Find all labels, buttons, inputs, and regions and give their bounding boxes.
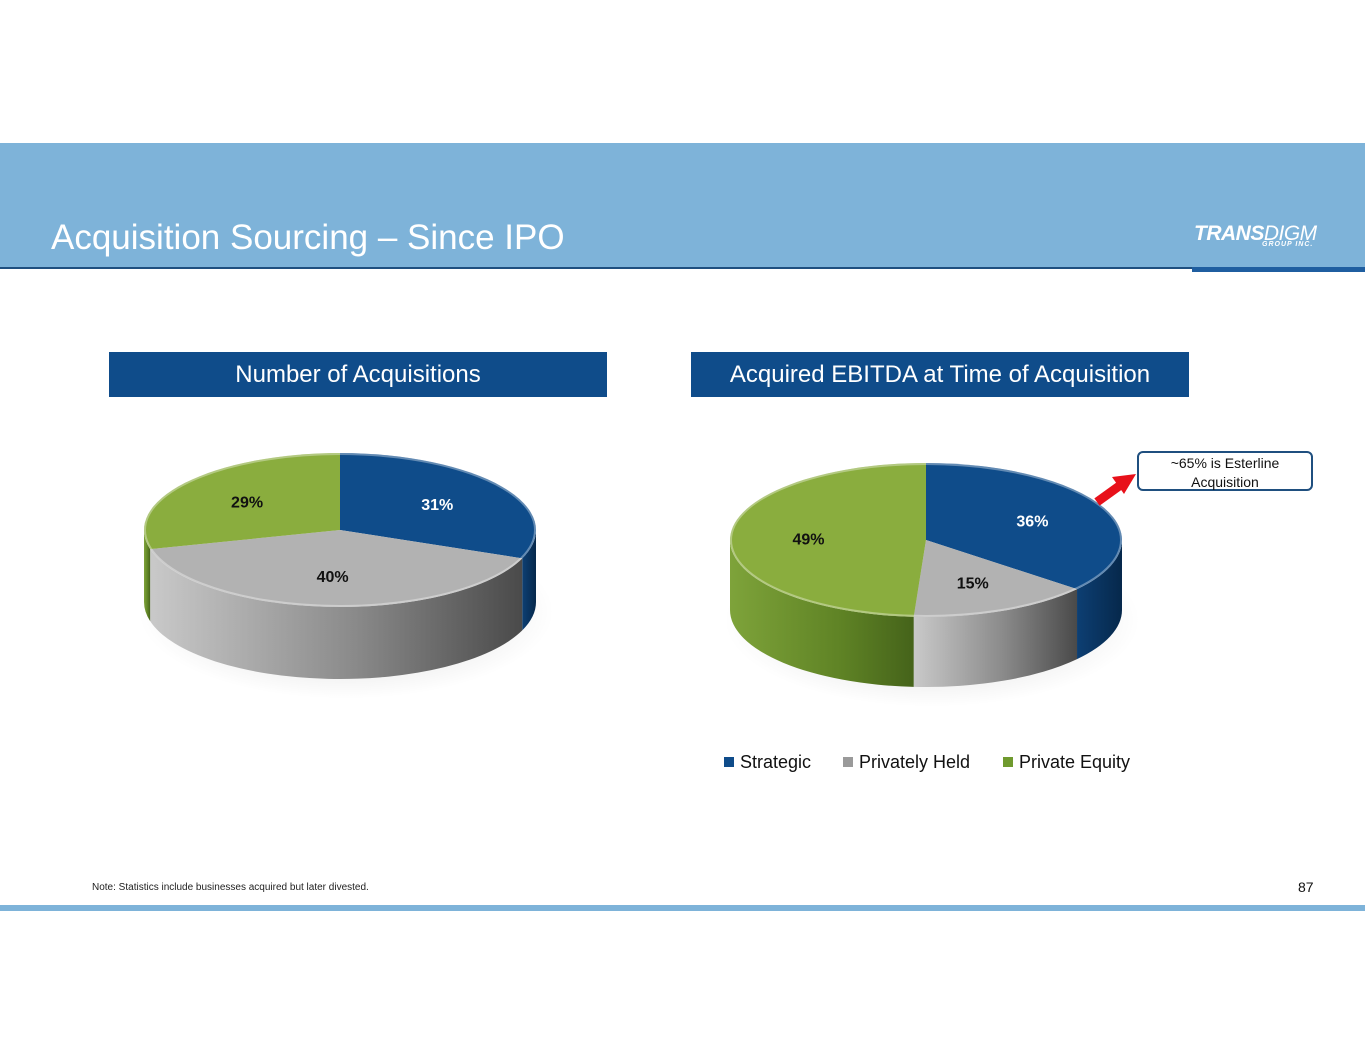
legend-label-strategic: Strategic [740,752,812,772]
logo-text-bold: TRANS [1194,222,1264,245]
legend-swatch-privately-held [843,757,853,767]
callout-line-1: ~65% is Esterline [1170,455,1280,471]
ebitda-pie-label-strategic: 36% [1016,513,1048,530]
ebitda-pie-label-privately-held: 15% [957,575,989,592]
acquisitions-pie-label-strategic: 31% [421,497,453,514]
legend-swatch-strategic [724,757,734,767]
ebitda-pie-side-privately-held [913,589,1078,687]
page-title: Acquisition Sourcing – Since IPO [51,218,565,257]
legend-label-privately-held: Privately Held [859,752,971,772]
ebitda-pie-label-private-equity: 49% [792,532,824,549]
legend-label-private-equity: Private Equity [1019,752,1131,772]
pie-chart-number-of-acquisitions: 31% 40% 29% [138,453,554,699]
acquisitions-pie-rim [144,453,536,607]
page-number: 87 [1298,879,1314,895]
footnote: Note: Statistics include businesses acqu… [92,882,369,893]
transdigm-logo: TRANSDIGM GROUP INC. [1192,222,1322,252]
legend-swatch-private-equity [1003,757,1013,767]
ebitda-pie-slice-strategic [926,463,1123,590]
acquisitions-pie-side-strategic [522,530,536,631]
acquisitions-pie-slice-strategic [340,453,537,559]
acquisitions-pie-slice-private-equity [144,453,340,550]
header-rule [0,267,1365,269]
chart-title-number-of-acquisitions: Number of Acquisitions [109,352,607,397]
header-band [0,143,1365,268]
pie-chart-acquired-ebitda: 36% 15% 49% [724,463,1140,707]
acquisitions-pie-label-privately-held: 40% [317,569,349,586]
ebitda-pie-rim [730,463,1122,617]
ebitda-pie-slice-privately-held [913,540,1078,617]
acquisitions-pie-label-private-equity: 29% [231,495,263,512]
header-rule-accent [1192,267,1365,272]
esterline-callout: ~65% is Esterline Acquisition [1137,451,1313,491]
acquisitions-pie-side-private-equity [144,530,151,622]
acquisitions-pie-slice-privately-held [150,530,523,608]
footer-bar [0,905,1365,911]
logo-text-light: DIGM [1263,222,1317,245]
logo-subtext: GROUP INC. [1262,241,1314,248]
ebitda-pie-side-private-equity [729,540,914,687]
callout-line-2: Acquisition [1191,474,1259,490]
ebitda-pie-slice-private-equity [729,463,926,617]
acquisitions-pie-side-privately-held [150,549,523,680]
chart-title-acquired-ebitda: Acquired EBITDA at Time of Acquisition [691,352,1189,397]
ebitda-pie-side-strategic [1077,540,1122,660]
red-arrow-icon [1094,474,1136,506]
